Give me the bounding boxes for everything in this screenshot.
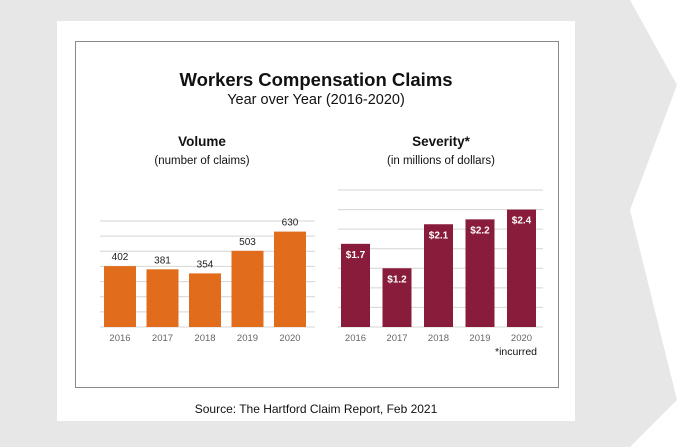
severity-title: Severity*: [412, 134, 470, 149]
volume-title: Volume: [178, 134, 226, 149]
bar: [507, 209, 536, 327]
bar: [104, 266, 136, 327]
volume-chart: 402 2016 381 2017 354 2018 503 2019 630 2020: [100, 218, 315, 344]
bar-value-label: 402: [112, 252, 129, 263]
bar-value-label: $2.1: [429, 230, 449, 241]
chart-frame: [75, 41, 559, 388]
bar: [465, 219, 495, 327]
bar-value-label: 503: [239, 237, 256, 248]
bar-value-label: 381: [154, 255, 171, 266]
x-tick-label: 2020: [511, 333, 532, 344]
bar: [341, 243, 370, 327]
bar-value-label: 354: [197, 259, 214, 270]
bar-value-label: $2.4: [512, 216, 532, 227]
bar-value-label: $2.2: [470, 225, 490, 236]
bar: [189, 273, 221, 327]
bar-value-label: $1.7: [346, 250, 366, 261]
x-tick-label: 2016: [109, 333, 130, 344]
bar-value-label: $1.2: [387, 274, 407, 285]
bar: [382, 268, 412, 327]
severity-footnote: *incurred: [495, 346, 538, 358]
x-tick-label: 2017: [152, 333, 173, 344]
source-note: Source: The Hartford Claim Report, Feb 2…: [194, 402, 438, 416]
bar: [231, 250, 264, 327]
infographic-card: Workers Compensation Claims Year over Ye…: [57, 21, 575, 421]
bar-value-label: 630: [282, 218, 299, 229]
x-tick-label: 2019: [469, 333, 490, 344]
bar: [424, 224, 453, 327]
severity-chart: $1.7 2016 $1.2 2017 $2.1 2018 $2.2 2019 $2.4 2020: [338, 189, 543, 344]
x-tick-label: 2020: [279, 333, 300, 344]
x-tick-label: 2016: [345, 333, 366, 344]
severity-subtitle: (in millions of dollars): [386, 155, 495, 167]
x-tick-label: 2019: [237, 333, 258, 344]
arrow-shape: [630, 0, 677, 447]
chart-subtitle: Year over Year (2016-2020): [227, 92, 405, 108]
bar: [146, 269, 179, 327]
x-tick-label: 2017: [386, 333, 407, 344]
bar: [274, 231, 306, 327]
x-tick-label: 2018: [428, 333, 449, 344]
volume-subtitle: (number of claims): [154, 155, 250, 167]
chart-title: Workers Compensation Claims: [179, 69, 453, 90]
x-tick-label: 2018: [194, 333, 215, 344]
